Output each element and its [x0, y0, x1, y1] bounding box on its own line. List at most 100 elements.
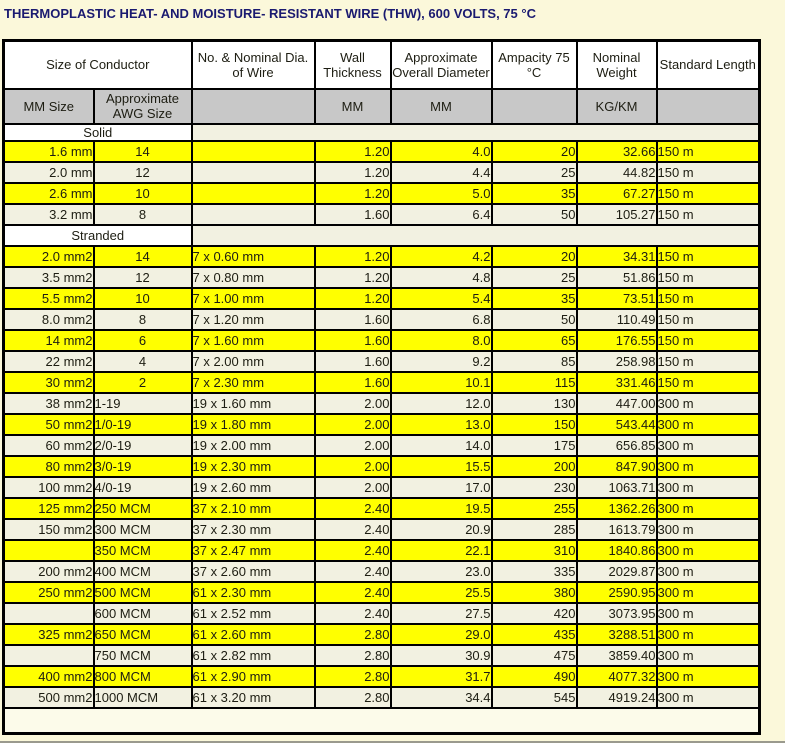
cell-overall-diameter: 6.8	[389, 307, 493, 331]
cell-awg-size: 3/0-19	[92, 454, 193, 478]
cell-standard-length: 300 m	[655, 685, 761, 709]
table-row: 5.5 mm2 10 7 x 1.00 mm 1.20 5.4 35 73.51 150 m	[2, 286, 761, 310]
cell-overall-diameter: 10.1	[389, 370, 493, 394]
cell-mm-size: 150 mm2	[2, 517, 95, 541]
cell-overall-diameter: 22.1	[389, 538, 493, 562]
subheader-col-7	[655, 87, 761, 125]
table-row: 400 mm2 800 MCM 61 x 2.90 mm 2.80 31.7 490 407…	[2, 664, 761, 688]
cell-mm-size	[2, 538, 95, 562]
cell-awg-size: 300 MCM	[92, 517, 193, 541]
cell-wire-dia	[190, 181, 316, 205]
cell-mm-size: 8.0 mm2	[2, 307, 95, 331]
cell-overall-diameter: 4.8	[389, 265, 493, 289]
cell-wire-dia: 7 x 2.00 mm	[190, 349, 316, 373]
subheader-col-4: MM	[389, 87, 493, 125]
cell-overall-diameter: 23.0	[389, 559, 493, 583]
cell-mm-size: 38 mm2	[2, 391, 95, 415]
cell-wire-dia: 37 x 2.30 mm	[190, 517, 316, 541]
cell-standard-length: 300 m	[655, 643, 761, 667]
cell-standard-length: 150 m	[655, 328, 761, 352]
cell-wire-dia	[190, 202, 316, 226]
spacer-cell	[2, 706, 761, 735]
table-row: 750 MCM 61 x 2.82 mm 2.80 30.9 475 3859.40 300…	[2, 643, 761, 667]
table-row: 500 mm2 1000 MCM 61 x 3.20 mm 2.80 34.4 545 49…	[2, 685, 761, 709]
cell-awg-size: 400 MCM	[92, 559, 193, 583]
table-row: 50 mm2 1/0-19 19 x 1.80 mm 2.00 13.0 150 543.4…	[2, 412, 761, 436]
section-filler	[190, 223, 761, 247]
cell-nominal-weight: 4077.32	[575, 664, 658, 688]
cell-wall-thickness: 2.40	[313, 496, 392, 520]
cell-nominal-weight: 447.00	[575, 391, 658, 415]
cell-ampacity: 200	[490, 454, 578, 478]
cell-awg-size: 6	[92, 328, 193, 352]
cell-ampacity: 65	[490, 328, 578, 352]
cell-awg-size: 14	[92, 139, 193, 163]
cell-nominal-weight: 1613.79	[575, 517, 658, 541]
cell-wall-thickness: 2.40	[313, 517, 392, 541]
cell-overall-diameter: 13.0	[389, 412, 493, 436]
cell-nominal-weight: 847.90	[575, 454, 658, 478]
cell-wall-thickness: 2.80	[313, 664, 392, 688]
cell-ampacity: 435	[490, 622, 578, 646]
header-col-4: Approximate Overall Diameter	[389, 39, 493, 90]
cell-overall-diameter: 30.9	[389, 643, 493, 667]
section-row-stranded: Stranded	[2, 223, 761, 247]
cell-ampacity: 475	[490, 643, 578, 667]
cell-wire-dia: 61 x 2.60 mm	[190, 622, 316, 646]
cell-nominal-weight: 1063.71	[575, 475, 658, 499]
cell-wall-thickness: 2.00	[313, 433, 392, 457]
cell-nominal-weight: 3288.51	[575, 622, 658, 646]
cell-mm-size: 50 mm2	[2, 412, 95, 436]
cell-overall-diameter: 20.9	[389, 517, 493, 541]
cell-ampacity: 25	[490, 160, 578, 184]
cell-awg-size: 1/0-19	[92, 412, 193, 436]
table-row: 100 mm2 4/0-19 19 x 2.60 mm 2.00 17.0 230 1063…	[2, 475, 761, 499]
cell-nominal-weight: 2029.87	[575, 559, 658, 583]
subheader-col-3: MM	[313, 87, 392, 125]
subheader-col-0: MM Size	[2, 87, 95, 125]
cell-mm-size: 3.5 mm2	[2, 265, 95, 289]
cell-standard-length: 150 m	[655, 202, 761, 226]
cell-wall-thickness: 2.00	[313, 475, 392, 499]
cell-mm-size: 500 mm2	[2, 685, 95, 709]
cell-wire-dia: 7 x 2.30 mm	[190, 370, 316, 394]
cell-mm-size: 60 mm2	[2, 433, 95, 457]
cell-overall-diameter: 9.2	[389, 349, 493, 373]
cell-wall-thickness: 2.00	[313, 412, 392, 436]
cell-overall-diameter: 8.0	[389, 328, 493, 352]
cell-mm-size: 2.0 mm	[2, 160, 95, 184]
cell-nominal-weight: 4919.24	[575, 685, 658, 709]
cell-overall-diameter: 15.5	[389, 454, 493, 478]
section-row-solid: Solid	[2, 122, 761, 142]
cell-nominal-weight: 105.27	[575, 202, 658, 226]
cell-standard-length: 150 m	[655, 244, 761, 268]
cell-wire-dia: 37 x 2.60 mm	[190, 559, 316, 583]
cell-awg-size: 4/0-19	[92, 475, 193, 499]
cell-awg-size: 500 MCM	[92, 580, 193, 604]
cell-wall-thickness: 1.20	[313, 265, 392, 289]
cell-nominal-weight: 1840.86	[575, 538, 658, 562]
table-row: 2.0 mm2 14 7 x 0.60 mm 1.20 4.2 20 34.31 150 m	[2, 244, 761, 268]
cell-mm-size: 14 mm2	[2, 328, 95, 352]
cell-ampacity: 310	[490, 538, 578, 562]
cell-wire-dia: 61 x 3.20 mm	[190, 685, 316, 709]
cell-ampacity: 35	[490, 181, 578, 205]
cell-overall-diameter: 6.4	[389, 202, 493, 226]
table-row: 60 mm2 2/0-19 19 x 2.00 mm 2.00 14.0 175 656.8…	[2, 433, 761, 457]
cell-awg-size: 4	[92, 349, 193, 373]
cell-overall-diameter: 4.2	[389, 244, 493, 268]
cell-nominal-weight: 176.55	[575, 328, 658, 352]
cell-mm-size: 1.6 mm	[2, 139, 95, 163]
cell-standard-length: 300 m	[655, 433, 761, 457]
cell-awg-size: 650 MCM	[92, 622, 193, 646]
cell-mm-size: 80 mm2	[2, 454, 95, 478]
thw-wire-table: Size of Conductor No. & Nominal Dia. of W…	[2, 39, 761, 735]
cell-awg-size: 2/0-19	[92, 433, 193, 457]
cell-wall-thickness: 1.60	[313, 202, 392, 226]
cell-nominal-weight: 3073.95	[575, 601, 658, 625]
cell-standard-length: 300 m	[655, 580, 761, 604]
cell-mm-size: 125 mm2	[2, 496, 95, 520]
cell-awg-size: 750 MCM	[92, 643, 193, 667]
cell-awg-size: 1-19	[92, 391, 193, 415]
cell-mm-size: 325 mm2	[2, 622, 95, 646]
